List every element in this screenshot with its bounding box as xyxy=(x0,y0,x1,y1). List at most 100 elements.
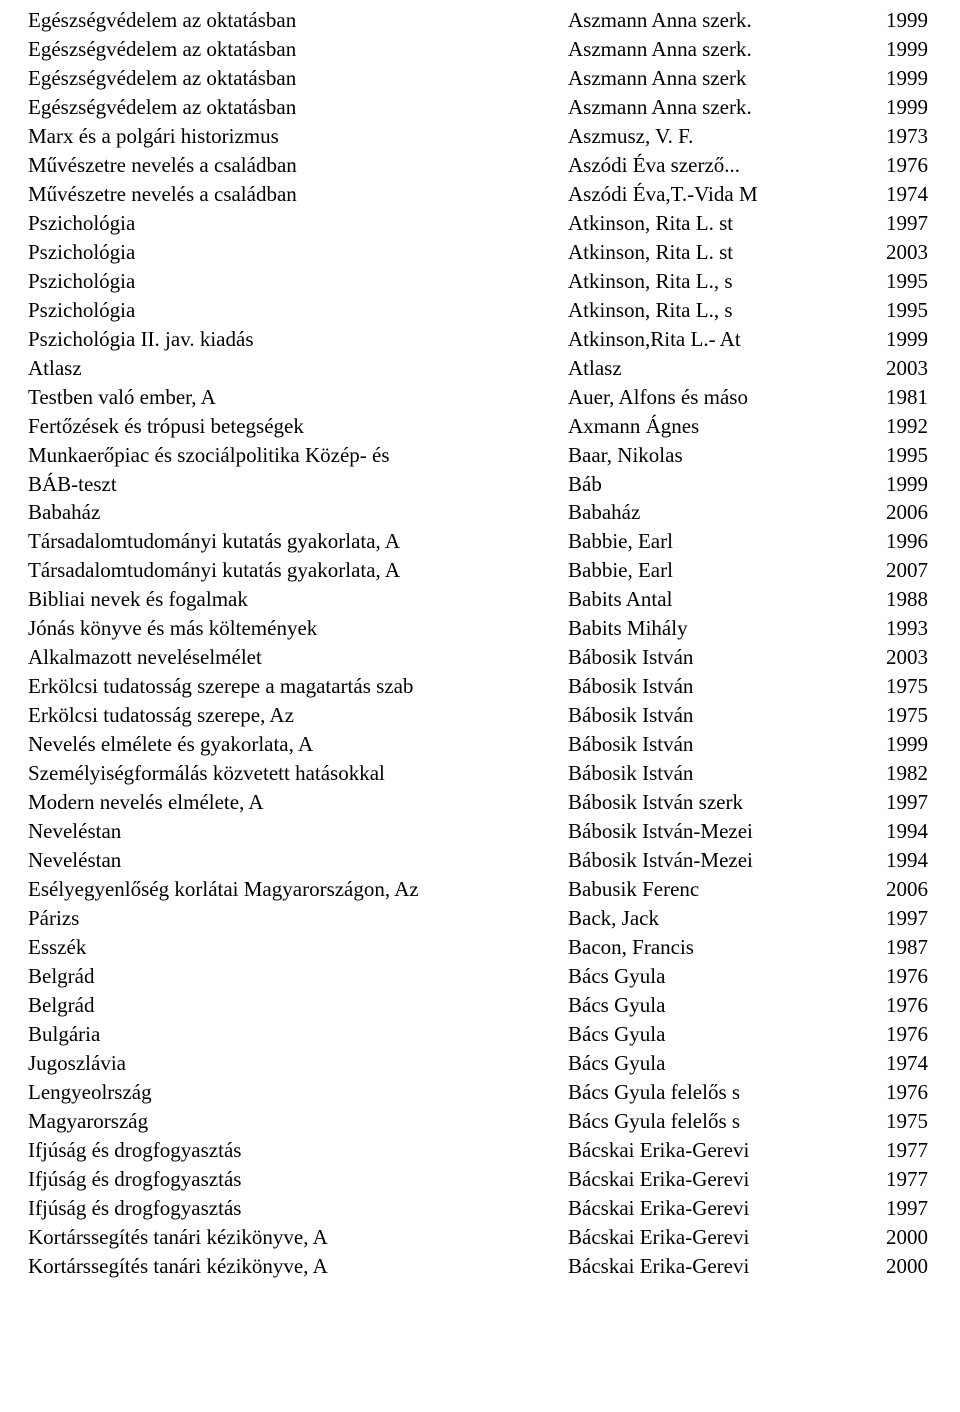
book-title: Lengyeolrszág xyxy=(28,1078,568,1107)
book-title: Alkalmazott neveléselmélet xyxy=(28,643,568,672)
book-title: Művészetre nevelés a családban xyxy=(28,180,568,209)
book-author: Bácskai Erika-Gerevi xyxy=(568,1136,868,1165)
table-row: PárizsBack, Jack1997 xyxy=(28,904,932,933)
table-row: Társadalomtudományi kutatás gyakorlata, … xyxy=(28,527,932,556)
book-title: Bibliai nevek és fogalmak xyxy=(28,585,568,614)
book-author: Bábosik István xyxy=(568,672,868,701)
book-year: 1987 xyxy=(868,933,928,962)
table-row: Fertőzések és trópusi betegségekAxmann Á… xyxy=(28,412,932,441)
table-row: NeveléstanBábosik István-Mezei1994 xyxy=(28,846,932,875)
book-title: Bulgária xyxy=(28,1020,568,1049)
book-year: 1999 xyxy=(868,93,928,122)
book-title: Személyiségformálás közvetett hatásokkal xyxy=(28,759,568,788)
book-author: Atkinson, Rita L., s xyxy=(568,267,868,296)
book-title: Munkaerőpiac és szociálpolitika Közép- é… xyxy=(28,441,568,470)
book-author: Bábosik István szerk xyxy=(568,788,868,817)
table-row: Kortárssegítés tanári kézikönyve, ABácsk… xyxy=(28,1223,932,1252)
book-author: Bábosik István-Mezei xyxy=(568,846,868,875)
table-row: Kortárssegítés tanári kézikönyve, ABácsk… xyxy=(28,1252,932,1281)
book-title: Egészségvédelem az oktatásban xyxy=(28,93,568,122)
table-row: LengyeolrszágBács Gyula felelős s1976 xyxy=(28,1078,932,1107)
book-year: 2000 xyxy=(868,1223,928,1252)
table-row: BelgrádBács Gyula1976 xyxy=(28,962,932,991)
book-title: Társadalomtudományi kutatás gyakorlata, … xyxy=(28,527,568,556)
table-row: Ifjúság és drogfogyasztásBácskai Erika-G… xyxy=(28,1165,932,1194)
table-row: Pszichológia II. jav. kiadásAtkinson,Rit… xyxy=(28,325,932,354)
book-author: Báb xyxy=(568,470,868,499)
table-row: MagyarországBács Gyula felelős s1975 xyxy=(28,1107,932,1136)
book-year: 1974 xyxy=(868,1049,928,1078)
book-author: Babits Antal xyxy=(568,585,868,614)
book-year: 1977 xyxy=(868,1165,928,1194)
book-title: Belgrád xyxy=(28,962,568,991)
book-title: Erkölcsi tudatosság szerepe, Az xyxy=(28,701,568,730)
book-year: 1975 xyxy=(868,701,928,730)
table-row: BÁB-tesztBáb1999 xyxy=(28,470,932,499)
book-author: Auer, Alfons és máso xyxy=(568,383,868,412)
table-row: Modern nevelés elmélete, ABábosik István… xyxy=(28,788,932,817)
table-row: BulgáriaBács Gyula1976 xyxy=(28,1020,932,1049)
book-year: 1994 xyxy=(868,846,928,875)
book-year: 1994 xyxy=(868,817,928,846)
table-row: Művészetre nevelés a családbanAszódi Éva… xyxy=(28,180,932,209)
book-author: Bábosik István xyxy=(568,701,868,730)
book-year: 2000 xyxy=(868,1252,928,1281)
book-title: Esszék xyxy=(28,933,568,962)
table-row: Bibliai nevek és fogalmakBabits Antal198… xyxy=(28,585,932,614)
book-author: Bábosik István-Mezei xyxy=(568,817,868,846)
table-row: Társadalomtudományi kutatás gyakorlata, … xyxy=(28,556,932,585)
table-row: Erkölcsi tudatosság szerepe, AzBábosik I… xyxy=(28,701,932,730)
table-row: Munkaerőpiac és szociálpolitika Közép- é… xyxy=(28,441,932,470)
book-author: Bács Gyula felelős s xyxy=(568,1078,868,1107)
book-author: Baar, Nikolas xyxy=(568,441,868,470)
book-year: 2003 xyxy=(868,238,928,267)
table-row: Esélyegyenlőség korlátai Magyarországon,… xyxy=(28,875,932,904)
table-row: Jónás könyve és más költeményekBabits Mi… xyxy=(28,614,932,643)
book-year: 1999 xyxy=(868,64,928,93)
book-author: Bács Gyula felelős s xyxy=(568,1107,868,1136)
book-year: 2006 xyxy=(868,498,928,527)
book-year: 1993 xyxy=(868,614,928,643)
book-year: 2006 xyxy=(868,875,928,904)
book-title: Jugoszlávia xyxy=(28,1049,568,1078)
table-row: Alkalmazott neveléselméletBábosik István… xyxy=(28,643,932,672)
table-row: Testben való ember, AAuer, Alfons és más… xyxy=(28,383,932,412)
book-author: Babusik Ferenc xyxy=(568,875,868,904)
book-title: Párizs xyxy=(28,904,568,933)
book-author: Aszmann Anna szerk. xyxy=(568,6,868,35)
book-year: 1999 xyxy=(868,730,928,759)
book-author: Babaház xyxy=(568,498,868,527)
book-year: 1997 xyxy=(868,1194,928,1223)
book-year: 1999 xyxy=(868,35,928,64)
book-title: Pszichológia xyxy=(28,296,568,325)
book-author: Bácskai Erika-Gerevi xyxy=(568,1252,868,1281)
book-title: Kortárssegítés tanári kézikönyve, A xyxy=(28,1252,568,1281)
table-row: Egészségvédelem az oktatásbanAszmann Ann… xyxy=(28,93,932,122)
book-author: Atkinson, Rita L. st xyxy=(568,238,868,267)
table-row: PszichológiaAtkinson, Rita L., s1995 xyxy=(28,296,932,325)
book-author: Bábosik István xyxy=(568,730,868,759)
book-year: 1976 xyxy=(868,1020,928,1049)
book-year: 1995 xyxy=(868,267,928,296)
table-row: Marx és a polgári historizmusAszmusz, V.… xyxy=(28,122,932,151)
book-author: Aszódi Éva,T.-Vida M xyxy=(568,180,868,209)
book-title: Kortárssegítés tanári kézikönyve, A xyxy=(28,1223,568,1252)
table-row: Ifjúság és drogfogyasztásBácskai Erika-G… xyxy=(28,1194,932,1223)
book-author: Bács Gyula xyxy=(568,991,868,1020)
book-author: Atkinson,Rita L.- At xyxy=(568,325,868,354)
book-year: 1981 xyxy=(868,383,928,412)
book-author: Babits Mihály xyxy=(568,614,868,643)
table-row: NeveléstanBábosik István-Mezei1994 xyxy=(28,817,932,846)
book-title: Babaház xyxy=(28,498,568,527)
book-year: 1976 xyxy=(868,991,928,1020)
book-title: Művészetre nevelés a családban xyxy=(28,151,568,180)
table-row: Egészségvédelem az oktatásbanAszmann Ann… xyxy=(28,35,932,64)
book-title: Pszichológia II. jav. kiadás xyxy=(28,325,568,354)
table-row: BabaházBabaház2006 xyxy=(28,498,932,527)
book-year: 1975 xyxy=(868,672,928,701)
book-year: 1973 xyxy=(868,122,928,151)
book-title: Marx és a polgári historizmus xyxy=(28,122,568,151)
table-row: Egészségvédelem az oktatásbanAszmann Ann… xyxy=(28,64,932,93)
book-title: Atlasz xyxy=(28,354,568,383)
book-title: Pszichológia xyxy=(28,209,568,238)
